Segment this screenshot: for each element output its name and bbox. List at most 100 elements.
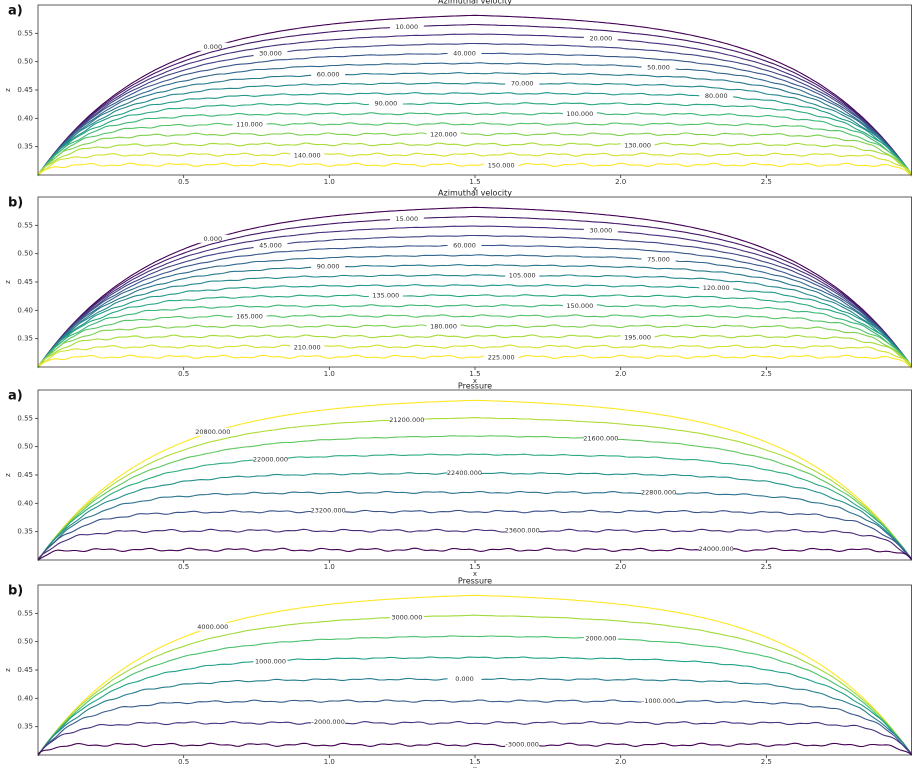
contour-label: 80.000 [705, 92, 728, 100]
y-tick-label: 0.50 [17, 638, 33, 646]
contour-line [37, 721, 912, 757]
panel-label: a) [8, 389, 23, 404]
contour-label: 150.000 [566, 302, 593, 310]
contour-line [37, 274, 912, 368]
contour-label: 15.000 [395, 215, 418, 223]
y-axis-label: z [4, 280, 12, 284]
y-tick-label: 0.35 [17, 143, 33, 151]
contour-label: 24000.000 [699, 545, 734, 553]
contour-label: 0.000 [455, 675, 474, 683]
contour-line [37, 102, 912, 177]
contour-line [37, 112, 912, 177]
y-tick-label: 0.55 [17, 221, 33, 229]
panel-label: a) [8, 4, 23, 19]
y-tick-label: 0.45 [17, 278, 33, 286]
contour-label-bg [426, 130, 461, 139]
contour-label: -2000.000 [311, 718, 344, 726]
contour-line [37, 132, 912, 177]
chart-title: Pressure [458, 577, 492, 586]
contour-line [37, 417, 912, 561]
contour-label-bg [290, 151, 325, 160]
contour-label: 90.000 [374, 100, 397, 108]
x-tick-label: 2.5 [761, 563, 772, 571]
y-tick-label: 0.50 [17, 250, 33, 258]
contour-line [37, 656, 912, 756]
contour-label-bg [447, 49, 482, 58]
contour-line [37, 152, 912, 176]
contour-line [37, 742, 912, 756]
contour-label: 22000.000 [253, 456, 288, 464]
contour-label: 2000.000 [585, 634, 616, 642]
contour-label: 0.000 [203, 43, 222, 51]
contour-label: 30.000 [259, 50, 282, 58]
contour-label: 20.000 [589, 35, 612, 43]
contour-label: 23200.000 [311, 507, 346, 515]
contour-label-bg [447, 468, 482, 477]
chart-title: Azimuthal velocity [438, 189, 512, 198]
contour-label: 23600.000 [505, 526, 540, 534]
contour-label: 20800.000 [195, 428, 230, 436]
contour-label-bg [195, 427, 230, 436]
contour-label-bg [195, 42, 230, 51]
contour-label: 120.000 [430, 131, 457, 139]
contour-line [37, 453, 912, 561]
contour-label: 30.000 [589, 227, 612, 235]
contour-label: 21600.000 [583, 435, 618, 443]
contour-line [37, 72, 912, 176]
y-tick-label: 0.45 [17, 471, 33, 479]
x-tick-label: 2.5 [761, 178, 772, 186]
y-tick-label: 0.35 [17, 335, 33, 343]
contour-label-bg [620, 141, 655, 150]
contour-line [37, 509, 912, 562]
contour-label-bg [368, 291, 403, 300]
contour-line [37, 344, 912, 368]
contour-label-bg [562, 301, 597, 310]
contour-label: 165.000 [236, 312, 263, 320]
contour-line [37, 435, 912, 561]
contour-label-bg [583, 634, 618, 643]
contour-line [37, 82, 912, 176]
contour-label-bg [290, 343, 325, 352]
contour-line [37, 354, 912, 369]
contour-label: 22800.000 [641, 489, 676, 497]
x-tick-label: 1.0 [324, 370, 335, 378]
y-tick-label: 0.55 [17, 29, 33, 37]
contour-label: 105.000 [509, 271, 536, 279]
contour-line [37, 215, 912, 368]
contour-label-bg [484, 161, 519, 170]
y-tick-label: 0.40 [17, 114, 33, 122]
contour-label: -1000.000 [642, 697, 675, 705]
x-axis-label: x [473, 377, 477, 385]
contour-label-bg [505, 79, 540, 88]
y-tick-label: 0.40 [17, 694, 33, 702]
contour-label-bg [389, 22, 424, 31]
contour-lines: 4000.000 3000.000 2000.000 1000.000 0.000 -10… [37, 594, 912, 757]
panel-label: b) [8, 196, 23, 211]
y-tick-label: 0.55 [17, 609, 33, 617]
x-tick-label: 0.5 [178, 563, 189, 571]
contour-label: 45.000 [259, 242, 282, 250]
contour-line [37, 254, 912, 368]
contour-label: 195.000 [624, 334, 651, 342]
contour-label: 225.000 [488, 353, 515, 361]
x-axis-label: x [473, 570, 477, 578]
contour-label-bg [699, 284, 734, 293]
contour-line [37, 699, 912, 756]
contour-line [37, 264, 912, 368]
contour-label-bg [311, 262, 346, 271]
contour-line [37, 122, 912, 176]
contour-label: 10.000 [395, 23, 418, 31]
contour-label-bg [253, 49, 288, 58]
contour-label: 180.000 [430, 323, 457, 331]
contour-label-bg [447, 674, 482, 683]
y-tick-label: 0.40 [17, 306, 33, 314]
contour-label-bg [641, 255, 676, 264]
x-tick-label: 1.5 [469, 370, 480, 378]
contour-label-bg [253, 241, 288, 250]
contour-label-bg [232, 312, 267, 321]
contour-line [37, 635, 912, 756]
x-tick-label: 2.5 [761, 758, 772, 766]
y-tick-label: 0.40 [17, 499, 33, 507]
contour-label: 110.000 [236, 120, 263, 128]
contour-line [37, 472, 912, 561]
